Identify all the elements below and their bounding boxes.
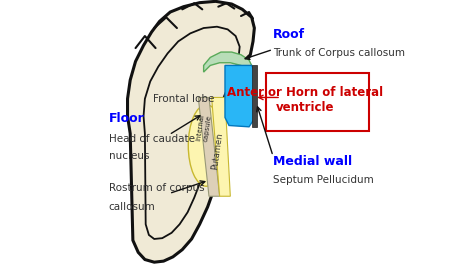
Text: Frontal lobe: Frontal lobe [153, 94, 214, 104]
Text: callosum: callosum [109, 202, 155, 212]
Polygon shape [198, 97, 219, 196]
Text: Internal
capsule: Internal capsule [195, 114, 212, 142]
Text: Medial wall: Medial wall [273, 155, 352, 168]
Text: Head of caudate: Head of caudate [109, 134, 195, 144]
Text: Septum Pellucidum: Septum Pellucidum [273, 175, 374, 185]
Text: Rostrum of corpus: Rostrum of corpus [109, 183, 204, 193]
Text: Roof: Roof [273, 28, 305, 41]
Polygon shape [144, 27, 240, 239]
Text: nucleus: nucleus [109, 151, 149, 161]
Polygon shape [204, 52, 252, 72]
Text: Anterior Horn of lateral
ventricle: Anterior Horn of lateral ventricle [227, 86, 383, 114]
Text: Floor: Floor [109, 112, 145, 125]
Polygon shape [252, 65, 257, 127]
Polygon shape [211, 97, 230, 196]
Ellipse shape [188, 105, 224, 186]
FancyBboxPatch shape [266, 73, 369, 131]
Text: Trunk of Corpus callosum: Trunk of Corpus callosum [273, 48, 405, 58]
Polygon shape [225, 65, 255, 127]
Text: Putamen: Putamen [210, 132, 224, 170]
Polygon shape [128, 1, 255, 262]
